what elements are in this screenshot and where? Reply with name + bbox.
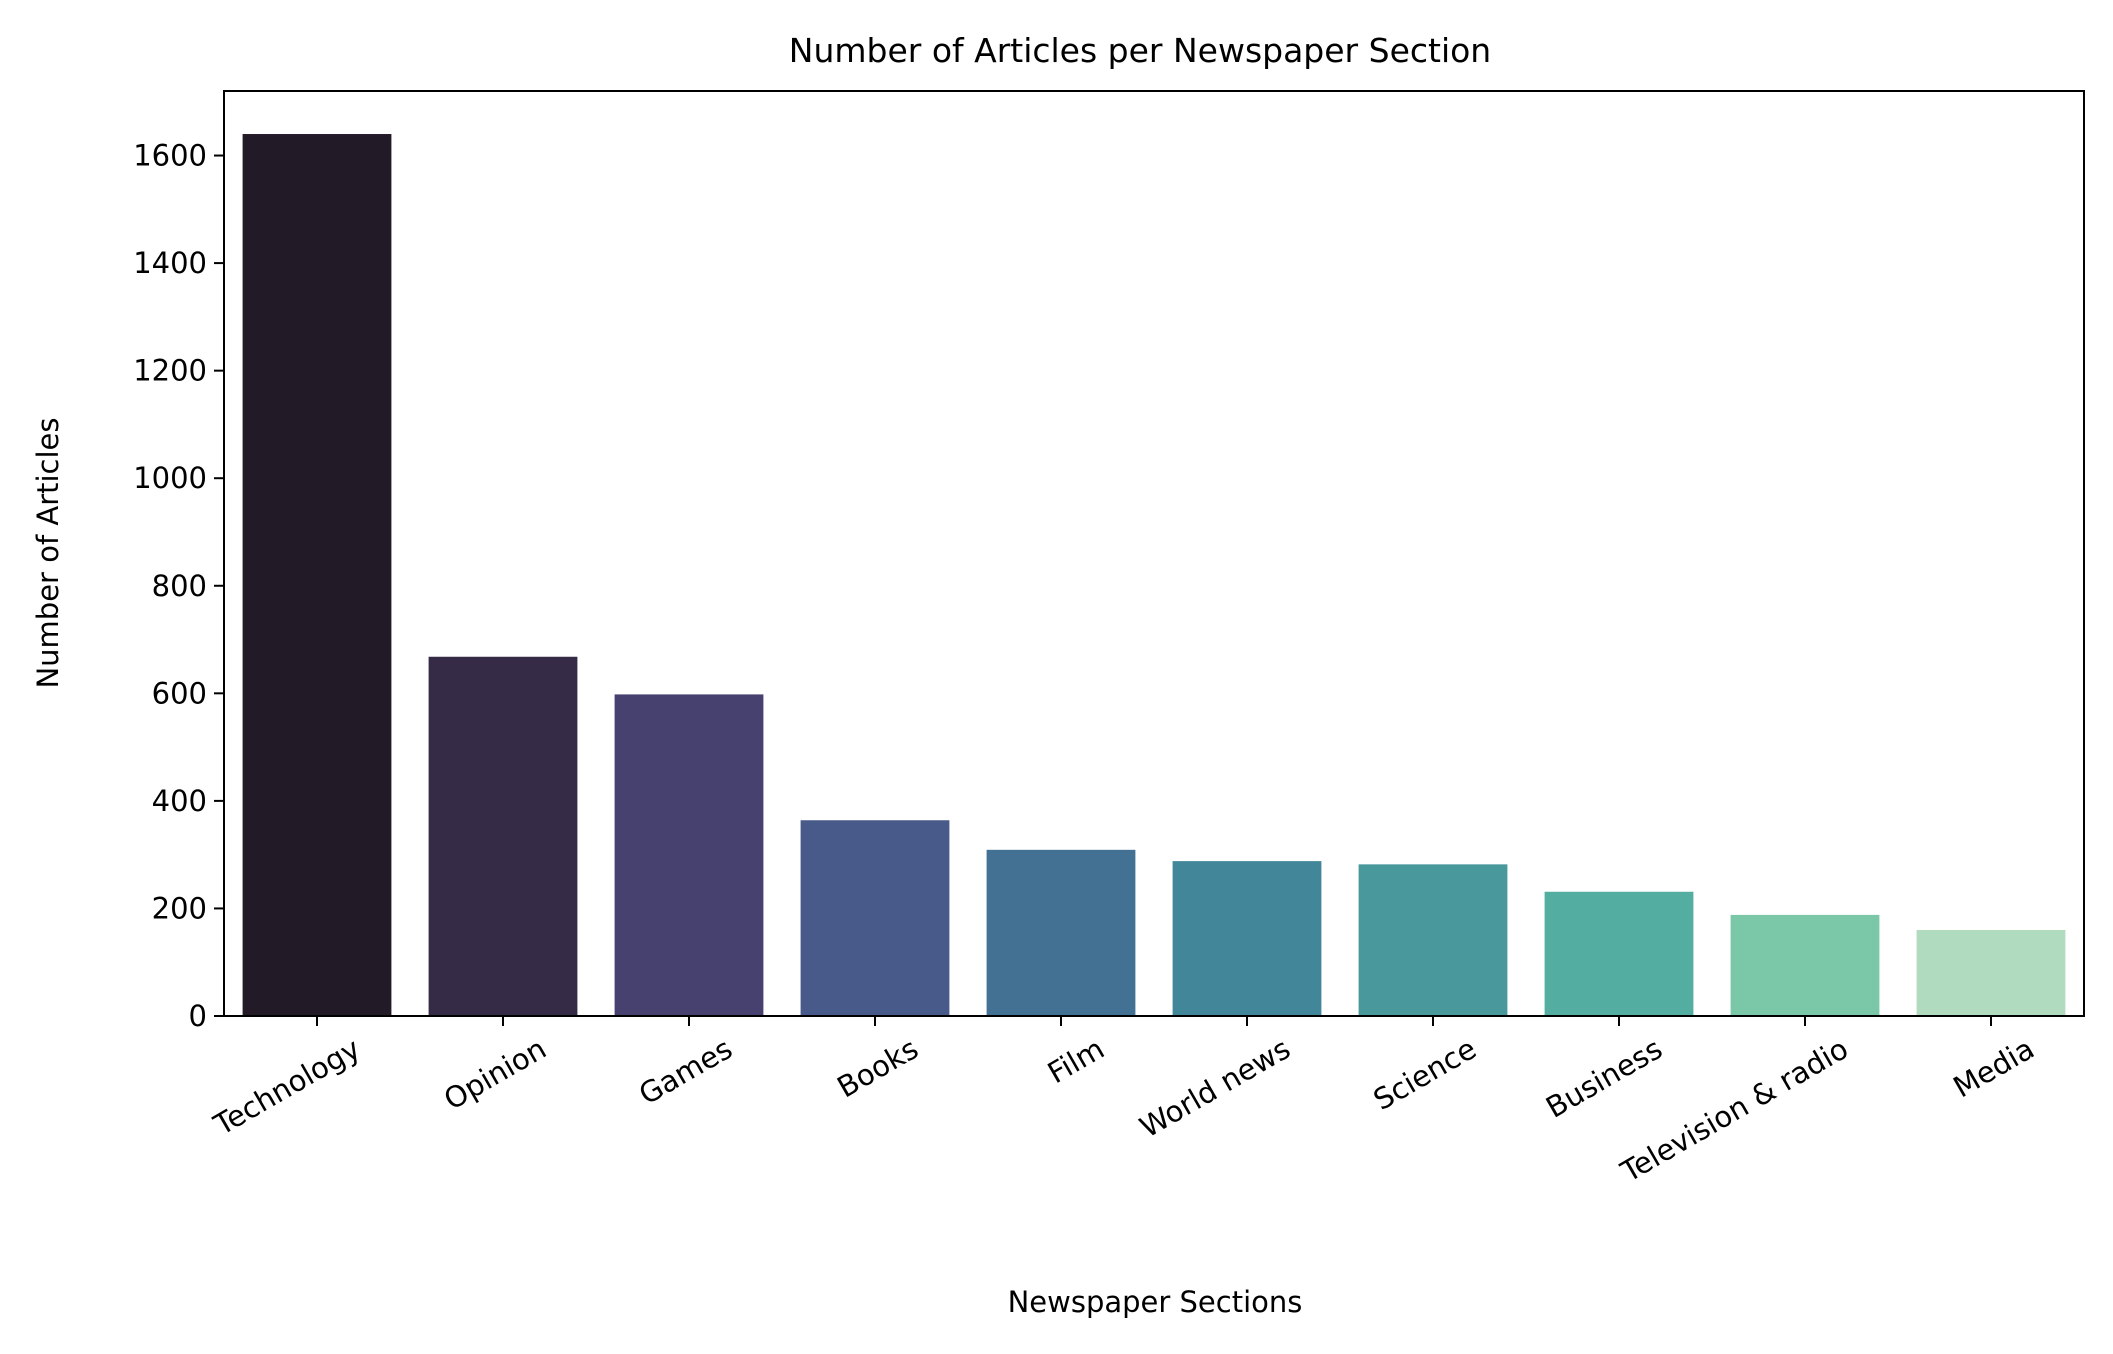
x-axis-ticks: Technology Opinion Games Books Film World new… xyxy=(207,1016,2040,1189)
y-tick-label: 1600 xyxy=(133,139,207,173)
y-tick-label: 1000 xyxy=(133,461,207,495)
x-tick-label: Science xyxy=(1368,1031,1482,1117)
y-tick-label: 0 xyxy=(189,999,207,1033)
x-tick-label: Books xyxy=(831,1031,924,1104)
bar-books xyxy=(800,820,950,1016)
bar-media xyxy=(1916,929,2066,1016)
bar-television-radio xyxy=(1730,914,1880,1016)
x-tick-label: Technology xyxy=(207,1031,366,1142)
y-axis-ticks: 0 200 400 600 800 1000 1200 1400 1600 xyxy=(133,139,224,1033)
bar-film xyxy=(986,849,1136,1016)
y-tick-label: 400 xyxy=(152,784,207,818)
bar-business xyxy=(1544,891,1694,1016)
plot-frame xyxy=(223,90,2085,1017)
bar-opinion xyxy=(428,656,578,1016)
y-tick-label: 200 xyxy=(152,891,207,925)
bar-science xyxy=(1358,864,1508,1016)
x-tick-label: Business xyxy=(1540,1031,1668,1124)
y-tick-label: 1200 xyxy=(133,354,207,388)
bars-group xyxy=(242,134,2066,1016)
x-tick-label: Media xyxy=(1947,1031,2039,1104)
x-tick-label: Film xyxy=(1042,1031,1110,1090)
x-tick-label: World news xyxy=(1134,1031,1296,1144)
y-axis-label: Number of Articles xyxy=(31,417,65,688)
y-tick-label: 600 xyxy=(152,676,207,710)
x-axis-label: Newspaper Sections xyxy=(1008,1285,1303,1319)
x-tick-label: Games xyxy=(633,1031,738,1111)
y-tick-label: 1400 xyxy=(133,246,207,280)
y-tick-label: 800 xyxy=(152,569,207,603)
bar-games xyxy=(614,694,764,1016)
bar-technology xyxy=(242,134,392,1016)
chart-title: Number of Articles per Newspaper Section xyxy=(789,31,1491,70)
x-tick-label: Opinion xyxy=(438,1031,552,1116)
bar-world-news xyxy=(1172,861,1322,1016)
